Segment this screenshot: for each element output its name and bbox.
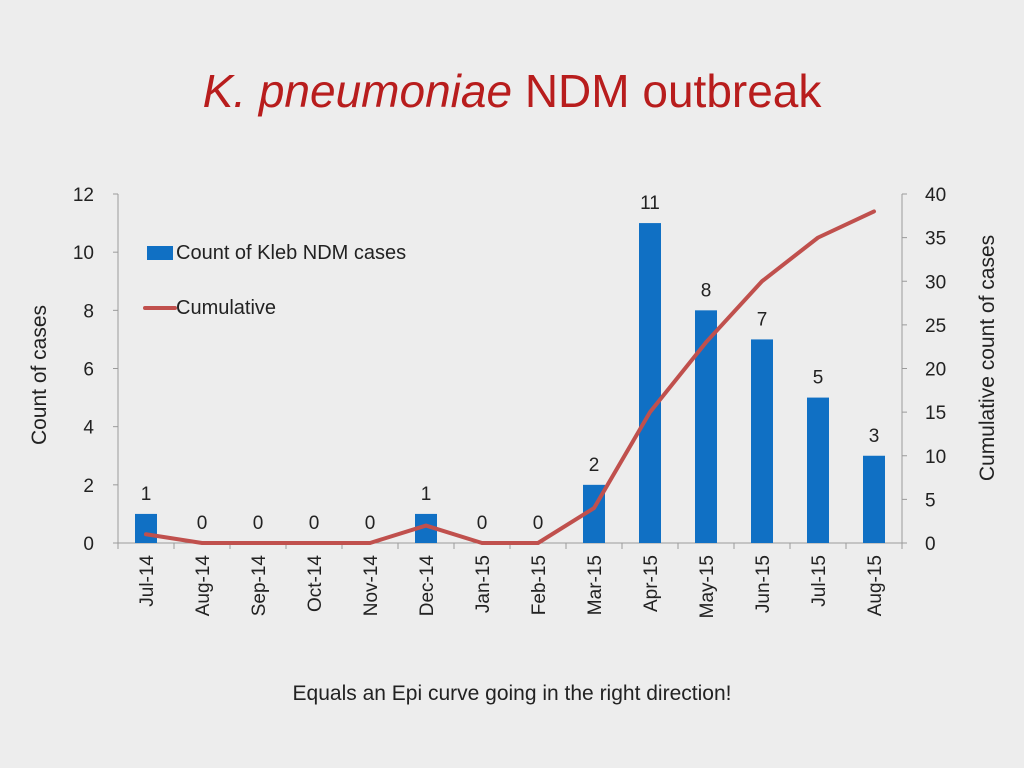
bar-data-label: 11	[640, 193, 660, 214]
bar-data-label: 3	[869, 426, 880, 447]
y2-axis-title: Cumulative count of cases	[976, 235, 999, 481]
legend-line-label: Cumulative	[176, 297, 276, 319]
bar-labels: 1 0 0 0 0 1 0 0 2 11 8 7 5 3	[141, 193, 880, 534]
right-tick-label: 25	[925, 316, 946, 337]
right-tick-label: 10	[925, 447, 946, 468]
bar	[415, 513, 437, 543]
right-tick-label: 5	[925, 490, 936, 511]
x-tick-label: May-15	[697, 555, 718, 618]
x-tick-label: Nov-14	[361, 555, 382, 617]
x-tick-label: Jan-15	[473, 555, 494, 613]
x-tick-label: Mar-15	[585, 555, 606, 615]
bar-data-label: 5	[813, 368, 824, 389]
right-tick-label: 35	[925, 229, 946, 250]
bar	[863, 455, 885, 543]
bar-data-label: 0	[365, 513, 376, 534]
bar	[751, 339, 773, 543]
legend-bar-swatch	[147, 246, 173, 260]
right-axis: 0 5 10 15 20 25 30 35 40	[901, 185, 946, 555]
left-tick-label: 2	[83, 476, 94, 497]
bar-data-label: 1	[421, 484, 432, 505]
bar-data-label: 7	[757, 309, 768, 330]
bar-data-label: 1	[141, 484, 152, 505]
x-tick-label: Apr-15	[641, 555, 662, 612]
legend-bar-label: Count of Kleb NDM cases	[176, 242, 406, 264]
bar-data-label: 2	[589, 455, 600, 476]
cumulative-line-path	[144, 209, 876, 545]
left-axis: 0 2 4 6 8 10 12	[73, 185, 119, 555]
bar-data-label: 0	[477, 513, 488, 534]
bar-data-label: 0	[309, 513, 320, 534]
x-tick-label: Aug-14	[193, 555, 214, 617]
right-tick-label: 15	[925, 403, 946, 424]
bar	[695, 310, 717, 543]
x-tick-label: Oct-14	[305, 555, 326, 612]
slide-title: K. pneumoniae NDM outbreak	[0, 66, 1024, 117]
right-tick-label: 40	[925, 185, 946, 206]
left-tick-label: 10	[73, 243, 94, 264]
legend: Count of Kleb NDM cases Cumulative	[143, 242, 406, 319]
title-rest: NDM outbreak	[524, 65, 822, 117]
right-tick-label: 30	[925, 272, 946, 293]
bar-data-label: 0	[253, 513, 264, 534]
x-tick-label: Jun-15	[753, 555, 774, 613]
right-tick-label: 20	[925, 360, 946, 381]
bars	[135, 223, 885, 544]
cumulative-line	[144, 209, 876, 545]
caption: Equals an Epi curve going in the right d…	[292, 682, 732, 705]
left-tick-label: 8	[83, 301, 94, 322]
x-tick-label: Sep-14	[249, 555, 270, 617]
bar-data-label: 0	[197, 513, 208, 534]
y-axis-title: Count of cases	[28, 305, 51, 445]
x-tick-label: Dec-14	[417, 555, 438, 617]
bar-data-label: 8	[701, 280, 712, 301]
left-tick-label: 4	[83, 418, 94, 439]
title-species: K. pneumoniae	[202, 65, 513, 117]
bar	[135, 513, 157, 543]
left-tick-label: 0	[83, 534, 94, 555]
right-tick-label: 0	[925, 534, 936, 555]
left-tick-label: 6	[83, 360, 94, 381]
x-tick-label: Feb-15	[529, 555, 550, 615]
bar	[639, 223, 661, 544]
x-tick-label: Aug-15	[865, 555, 886, 616]
x-tick-label: Jul-14	[137, 555, 158, 607]
x-tick-label: Jul-15	[809, 555, 830, 607]
left-tick-label: 12	[73, 185, 94, 206]
x-axis: Jul-14 Aug-14 Sep-14 Oct-14 Nov-14 Dec-14 Jan-…	[117, 542, 903, 618]
bar-data-label: 0	[533, 513, 544, 534]
bar	[807, 397, 829, 543]
